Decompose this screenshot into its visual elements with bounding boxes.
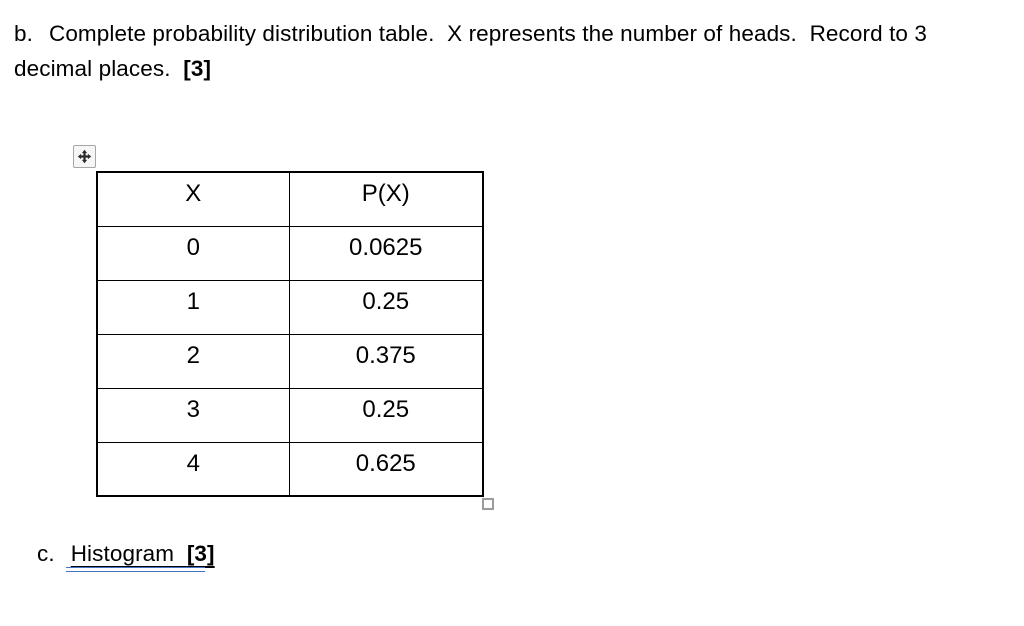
table-row: 4 0.625: [96, 441, 484, 497]
table-row: 2 0.375: [96, 333, 484, 389]
probability-table: X P(X) 0 0.0625 1 0.25 2 0.375 3 0.25 4 …: [96, 171, 484, 497]
cell-x[interactable]: 1: [96, 279, 290, 335]
question-b-marks: [3]: [183, 56, 212, 81]
question-c-marks: [3]: [186, 541, 215, 566]
question-c-paragraph: c. Histogram [3]: [37, 537, 215, 571]
table-row: 3 0.25: [96, 387, 484, 443]
question-c-label: c.: [37, 541, 55, 566]
cell-px[interactable]: 0.375: [288, 333, 484, 389]
question-b-label: b.: [14, 21, 33, 46]
cell-x[interactable]: 0: [96, 225, 290, 281]
move-arrows-icon: [77, 149, 92, 164]
question-b-text: Complete probability distribution table.…: [48, 21, 927, 46]
histogram-heading: Histogram [3]: [71, 541, 215, 566]
table-move-handle[interactable]: [73, 145, 96, 168]
table-row: 1 0.25: [96, 279, 484, 335]
question-b-line1: b. Complete probability distribution tabl…: [14, 16, 927, 51]
cell-px[interactable]: 0.625: [288, 441, 484, 497]
grammar-check-underline: [66, 567, 205, 572]
question-b-paragraph: b. Complete probability distribution tabl…: [14, 16, 927, 86]
question-b-line2: decimal places. [3]: [14, 51, 927, 86]
cell-px[interactable]: 0.0625: [288, 225, 484, 281]
cell-px[interactable]: 0.25: [288, 387, 484, 443]
header-cell-px[interactable]: P(X): [288, 171, 484, 227]
table-header-row: X P(X): [96, 171, 484, 227]
header-cell-x[interactable]: X: [96, 171, 290, 227]
histogram-text: Histogram: [70, 541, 187, 566]
question-b-text-continued: decimal places.: [14, 56, 184, 81]
cell-x[interactable]: 3: [96, 387, 290, 443]
table-row: 0 0.0625: [96, 225, 484, 281]
table-resize-handle[interactable]: [482, 498, 494, 510]
cell-px[interactable]: 0.25: [288, 279, 484, 335]
cell-x[interactable]: 4: [96, 441, 290, 497]
cell-x[interactable]: 2: [96, 333, 290, 389]
